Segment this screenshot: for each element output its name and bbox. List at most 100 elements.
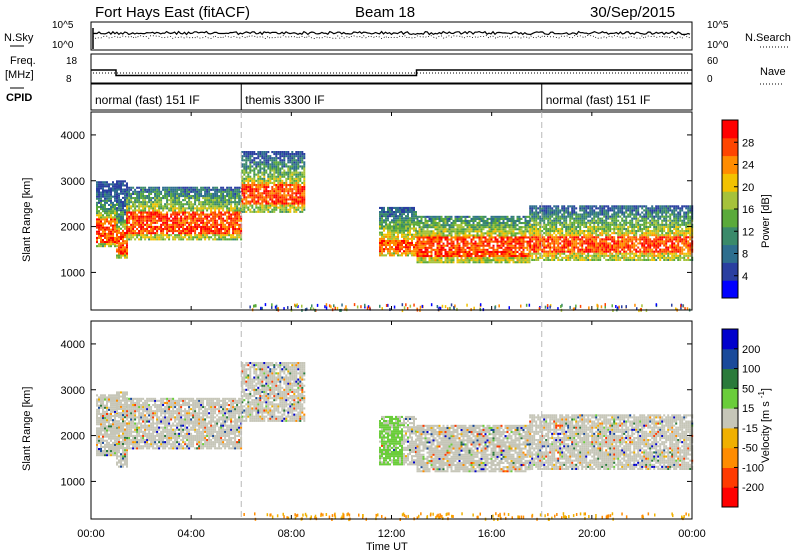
echo-cell — [467, 257, 469, 259]
echo-cell — [459, 239, 461, 241]
echo-cell — [186, 238, 188, 240]
echo-cell — [273, 157, 275, 159]
echo-cell — [539, 234, 541, 236]
echo-cell — [503, 245, 505, 247]
echo-cell — [411, 213, 413, 215]
echo-cell — [118, 193, 120, 195]
echo-cell — [100, 196, 102, 198]
echo-cell — [429, 232, 431, 234]
echo-cell — [303, 161, 305, 163]
echo-cell — [206, 195, 208, 197]
echo-cell — [387, 248, 389, 250]
echo-cell — [166, 224, 168, 226]
echo-cell — [417, 243, 419, 245]
echo-cell — [194, 220, 196, 222]
echo-cell — [455, 236, 457, 238]
echo-cell — [234, 212, 236, 214]
echo-cell — [579, 216, 581, 218]
echo-cell — [172, 220, 174, 222]
echo-cell — [451, 255, 453, 257]
echo-cell — [559, 242, 561, 244]
echo-cell — [411, 244, 413, 246]
echo-cell — [265, 170, 267, 172]
echo-cell — [413, 217, 415, 219]
nsearch-tick-high: 10^5 — [707, 20, 729, 31]
echo-cell — [493, 232, 495, 234]
echo-cell — [557, 212, 559, 214]
echo-cell — [158, 226, 160, 228]
echo-cell — [204, 228, 206, 230]
echo-cell — [192, 197, 194, 199]
echo-cell — [515, 249, 517, 251]
echo-cell — [595, 259, 597, 261]
echo-cell — [527, 243, 529, 245]
echo-cell — [299, 172, 301, 174]
echo-cell — [539, 224, 541, 226]
echo-cell — [178, 230, 180, 232]
echo-cell — [275, 163, 277, 165]
echo-cell — [230, 193, 232, 195]
echo-cell — [459, 216, 461, 218]
echo-cell — [579, 242, 581, 244]
echo-cell — [567, 240, 569, 242]
echo-cell — [595, 216, 597, 218]
echo-cell — [134, 199, 136, 201]
echo-cell — [405, 221, 407, 223]
echo-cell — [527, 249, 529, 251]
echo-cell — [399, 211, 401, 213]
echo-cell — [577, 255, 579, 257]
echo-cell — [142, 212, 144, 214]
echo-cell — [583, 205, 585, 207]
echo-cell — [104, 231, 106, 233]
echo-cell — [98, 225, 100, 227]
echo-cell — [126, 246, 128, 248]
echo-cell — [174, 205, 176, 207]
echo-cell — [108, 212, 110, 214]
echo-cell — [210, 232, 212, 234]
echo-cell — [489, 228, 491, 230]
echo-cell — [106, 194, 108, 196]
echo-cell — [275, 188, 277, 190]
echo-cell — [469, 228, 471, 230]
echo-cell — [555, 218, 557, 220]
echo-cell — [387, 244, 389, 246]
echo-cell — [411, 228, 413, 230]
echo-cell — [577, 236, 579, 238]
echo-cell — [108, 196, 110, 198]
echo-cell — [291, 159, 293, 161]
echo-cell — [198, 234, 200, 236]
echo-cell — [563, 209, 565, 211]
echo-cell — [487, 220, 489, 222]
echo-cell — [120, 182, 122, 184]
echo-cell — [579, 240, 581, 242]
echo-cell — [483, 236, 485, 238]
echo-cell — [200, 218, 202, 220]
echo-cell — [579, 220, 581, 222]
echo-cell — [439, 224, 441, 226]
echo-cell — [184, 212, 186, 214]
echo-cell — [283, 184, 285, 186]
echo-cell — [247, 207, 249, 209]
echo-cell — [164, 220, 166, 222]
echo-cell — [98, 210, 100, 212]
echo-cell — [401, 248, 403, 250]
echo-cell — [265, 155, 267, 157]
echo-cell — [501, 216, 503, 218]
echo-cell — [152, 203, 154, 205]
echo-cell — [178, 187, 180, 189]
echo-cell — [142, 199, 144, 201]
echo-cell — [557, 214, 559, 216]
echo-cell — [247, 201, 249, 203]
echo-cell — [285, 186, 287, 188]
echo-cell — [421, 222, 423, 224]
echo-cell — [234, 222, 236, 224]
echo-cell — [174, 199, 176, 201]
echo-cell — [407, 215, 409, 217]
echo-cell — [106, 235, 108, 237]
echo-cell — [579, 226, 581, 228]
echo-cell — [140, 191, 142, 193]
echo-cell — [529, 257, 531, 259]
echo-cell — [409, 244, 411, 246]
echo-cell — [565, 238, 567, 240]
echo-cell — [281, 209, 283, 211]
